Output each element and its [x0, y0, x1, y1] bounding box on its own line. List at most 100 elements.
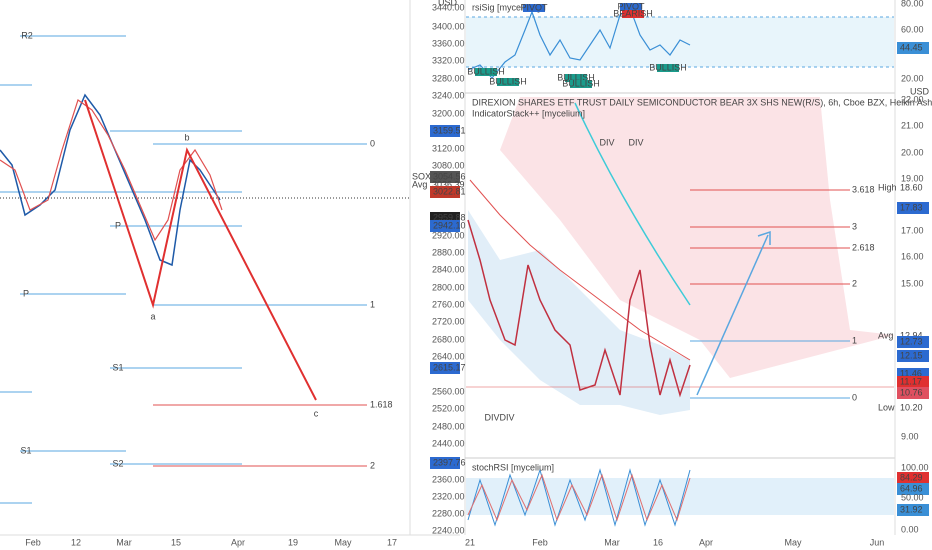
date-label: Jun	[870, 537, 885, 547]
tag-label: Avg	[412, 179, 427, 189]
date-label: 16	[653, 537, 663, 547]
indicator: IndicatorStack++ [mycelium]	[472, 108, 585, 118]
price-label: 2720.00	[432, 316, 465, 326]
date-label: Feb	[25, 537, 41, 547]
price-label: 16.00	[901, 251, 924, 261]
date-label: 19	[288, 537, 298, 547]
fib-label: 3	[852, 221, 857, 231]
price-label: 2880.00	[432, 247, 465, 257]
tag-value: 18.60	[900, 182, 923, 192]
price-tag: 11.17	[900, 376, 922, 386]
price-label: 20.00	[901, 147, 924, 157]
price-label: 2280.00	[432, 508, 465, 518]
date-label: Apr	[699, 537, 713, 547]
price-tag-bg	[897, 336, 929, 348]
signal-tag: PIVOT	[520, 2, 548, 12]
rsi-label: 60.00	[901, 24, 924, 34]
rsi-tag-bg	[897, 42, 929, 54]
tag-value-bg	[430, 171, 460, 183]
price-label: 3280.00	[432, 73, 465, 83]
fib-label: 1.618	[370, 399, 393, 409]
price-label: 2680.00	[432, 334, 465, 344]
price-tag: 12.15	[900, 350, 923, 360]
pivot-label: S2	[112, 458, 123, 468]
date-label: Mar	[604, 537, 620, 547]
price-label: 21.00	[901, 120, 924, 130]
price-label: 22.00	[901, 94, 924, 104]
currency: USD	[910, 86, 930, 96]
price-tag: 10.76	[900, 387, 923, 397]
price-tag: 3159.51	[433, 125, 466, 135]
price-label: 2840.00	[432, 264, 465, 274]
chart-title: DIREXION SHARES ETF TRUST DAILY SEMICOND…	[472, 97, 932, 107]
tag-value: 12.94	[900, 330, 923, 340]
price-tag-bg	[430, 125, 460, 137]
price-label: 2760.00	[432, 299, 465, 309]
price-label: 9.00	[901, 431, 919, 441]
pivot-label: P	[23, 288, 29, 298]
date-label: 21	[465, 537, 475, 547]
fib-label: 0	[852, 392, 857, 402]
price-tag: 3022.81	[433, 186, 466, 196]
price-tag: 11.46	[900, 368, 922, 378]
tag-value: 10.20	[900, 402, 923, 412]
price-label: 2640.00	[432, 351, 465, 361]
signal-tag-bg	[620, 3, 642, 11]
date-label: Mar	[116, 537, 132, 547]
signal-tag-bg	[622, 10, 644, 18]
stoch-tag-bg	[897, 504, 929, 516]
rsi-label: 80.00	[901, 0, 924, 8]
tag-value: 3036.39	[432, 179, 465, 189]
price-label: 3120.00	[432, 143, 465, 153]
div-label: DIV	[628, 137, 643, 147]
signal-tag-bg	[657, 64, 679, 72]
price-tag: 12.73	[900, 336, 923, 346]
fib-label: 3.618	[852, 184, 875, 194]
stoch-tag-bg	[897, 472, 929, 484]
price-label: 3360.00	[432, 38, 465, 48]
div-label: DIV	[599, 137, 614, 147]
stoch-tag: 31.92	[900, 504, 923, 514]
price-tag-bg	[897, 202, 929, 214]
price-tag: 2397.76	[433, 457, 466, 467]
signal-tag: PIVOT	[617, 1, 645, 11]
stoch-tag: 64.96	[900, 483, 923, 493]
pivot-label: S1	[20, 445, 31, 455]
price-label: 3400.00	[432, 21, 465, 31]
signal-tag: BEARISH	[613, 8, 653, 18]
currency: USD	[438, 0, 458, 7]
stoch-title: stochRSI [mycelium]	[472, 462, 554, 472]
tag-label: SOX	[412, 171, 431, 181]
date-label: 17	[387, 537, 397, 547]
fib-label: 1	[370, 299, 375, 309]
date-label: May	[784, 537, 802, 547]
price-label: 2320.00	[432, 491, 465, 501]
price-label: 3200.00	[432, 108, 465, 118]
price-tag: 2959.88	[433, 212, 466, 222]
signal-tag: BULLISH	[467, 66, 505, 76]
price-tag-bg	[430, 362, 460, 374]
pivot-label: P	[115, 220, 121, 230]
price-label: 2240.00	[432, 525, 465, 535]
fib-label: 1	[852, 335, 857, 345]
date-label: 12	[71, 537, 81, 547]
price-tag: 2942.10	[433, 220, 466, 230]
price-label: 3440.00	[432, 2, 465, 12]
signal-tag: BULLISH	[557, 72, 595, 82]
wave-label: a	[150, 311, 155, 321]
price-tag: 17.83	[900, 202, 923, 212]
fib-label: 2.618	[852, 242, 875, 252]
tag-label: High	[878, 182, 897, 192]
signal-tag-bg	[497, 78, 519, 86]
pivot-label: S1	[112, 362, 123, 372]
rsi-label: 20.00	[901, 73, 924, 83]
fib-label: 2	[370, 460, 375, 470]
right-plot	[464, 0, 896, 535]
wave-label: b	[184, 132, 189, 142]
price-label: 17.00	[901, 225, 924, 235]
price-tag-bg	[430, 457, 460, 469]
stoch-label: 50.00	[901, 492, 924, 502]
signal-tag: BULLISH	[562, 78, 600, 88]
div-label: DIV	[499, 412, 514, 422]
price-label: 3240.00	[432, 90, 465, 100]
